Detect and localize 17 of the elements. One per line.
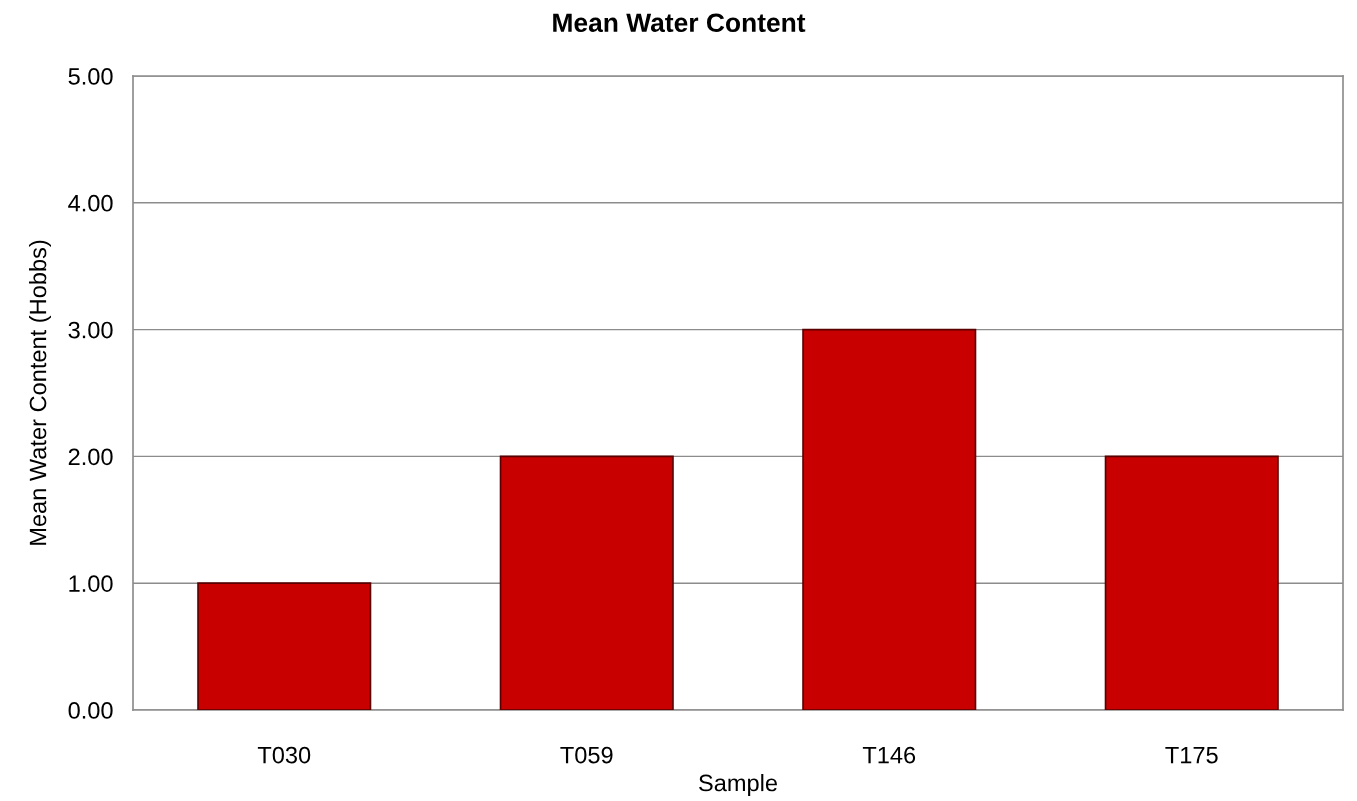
y-tick-label: 4.00 <box>68 194 113 212</box>
y-tick-label: 3.00 <box>68 321 113 339</box>
bar <box>499 455 674 710</box>
bar <box>1104 455 1279 710</box>
x-tick-label: T059 <box>560 746 613 764</box>
x-tick-label: T030 <box>257 746 311 764</box>
bar <box>802 328 977 710</box>
y-tick-label: 2.00 <box>68 448 113 466</box>
x-tick-label: T146 <box>862 746 916 764</box>
chart-title: Mean Water Content <box>553 13 806 33</box>
bar <box>197 582 372 710</box>
x-axis-title: Sample <box>699 773 777 797</box>
x-tick-label: T175 <box>1165 746 1218 764</box>
y-axis-title: Mean Water Content (Hobbs) <box>29 240 51 545</box>
y-tick-label: 1.00 <box>69 575 113 592</box>
y-tick-label: 5.00 <box>68 68 113 85</box>
y-tick-label: 0.00 <box>68 702 113 719</box>
